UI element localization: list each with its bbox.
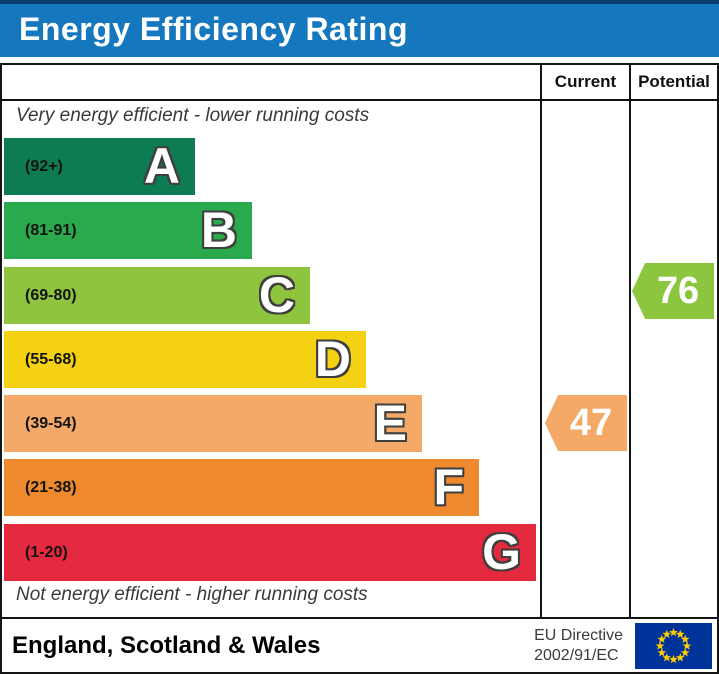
eu-directive-label: EU Directive 2002/91/EC <box>534 626 623 666</box>
band-bar-c: (69-80) C <box>4 266 310 324</box>
band-letter: F <box>433 458 464 515</box>
band-letter: C <box>258 266 295 323</box>
band-letter: G <box>482 523 521 580</box>
band-range-label: (21-38) <box>25 478 77 496</box>
current-rating-badge: 47 <box>545 395 627 451</box>
eu-directive-line1: EU Directive <box>534 626 623 644</box>
eu-flag-icon <box>635 622 712 669</box>
band-bar-f: (21-38) F <box>4 458 479 516</box>
footer: England, Scotland & Wales EU Directive 2… <box>2 617 717 672</box>
band-letter: D <box>314 330 351 387</box>
band-range-label: (69-80) <box>25 286 77 304</box>
band-range-label: (1-20) <box>25 543 68 561</box>
current-column-header: Current <box>554 72 617 91</box>
band-letter: E <box>373 394 407 451</box>
band-letter: A <box>143 137 180 194</box>
footer-right-group: EU Directive 2002/91/EC <box>534 622 712 669</box>
eu-directive-line2: 2002/91/EC <box>534 646 619 664</box>
band-bar-a: (92+) A <box>4 137 195 195</box>
page-title: Energy Efficiency Rating <box>19 11 408 47</box>
current-column-divider <box>540 65 542 617</box>
band-range-label: (81-91) <box>25 221 77 239</box>
header-bottom-border <box>2 99 717 101</box>
band-bar-d: (55-68) D <box>4 330 366 388</box>
band-bar-e: (39-54) E <box>4 394 422 452</box>
band-range-label: (92+) <box>25 157 63 175</box>
title-banner: Energy Efficiency Rating <box>0 0 719 57</box>
top-note: Very energy efficient - lower running co… <box>16 105 370 126</box>
band-letter: B <box>200 201 237 258</box>
potential-column-divider <box>629 65 631 617</box>
region-label: England, Scotland & Wales <box>12 631 321 659</box>
band-range-label: (55-68) <box>25 350 77 368</box>
potential-column-header: Potential <box>638 72 710 91</box>
current-rating-value: 47 <box>569 401 613 444</box>
potential-rating-value: 76 <box>656 269 700 312</box>
band-bar-b: (81-91) B <box>4 201 252 259</box>
band-bar-g: (1-20) G <box>4 523 536 581</box>
potential-rating-badge: 76 <box>632 263 714 319</box>
energy-rating-table: Current Potential Very energy efficient … <box>0 63 719 674</box>
bottom-note: Not energy efficient - higher running co… <box>16 584 368 605</box>
band-range-label: (39-54) <box>25 414 77 432</box>
